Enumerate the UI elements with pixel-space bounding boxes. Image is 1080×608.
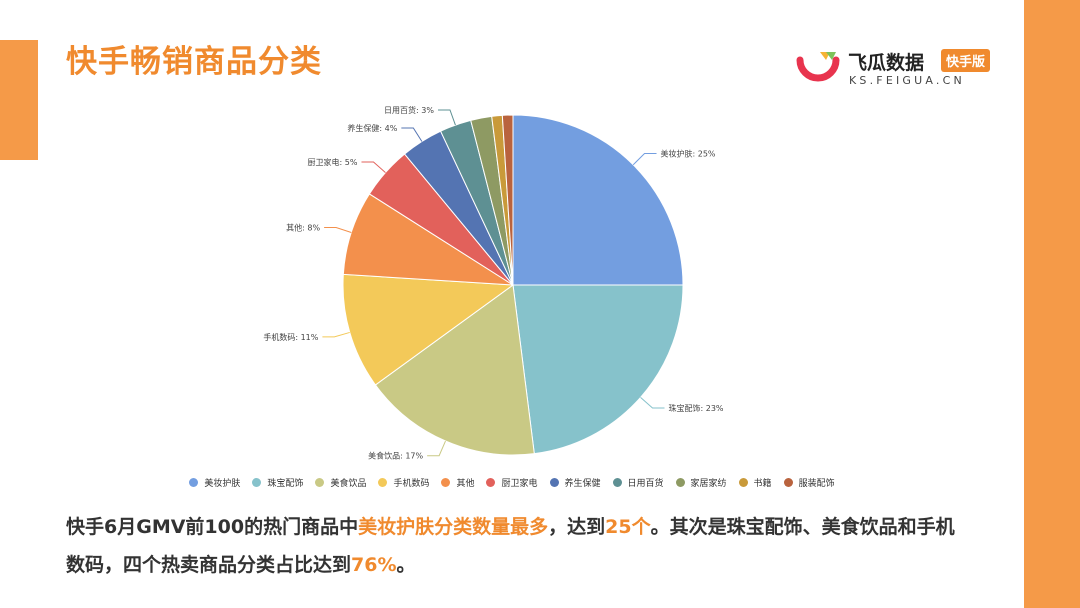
pie-slice-3	[342, 273, 515, 386]
summary-highlight-percent: 76%	[351, 554, 397, 576]
legend-label-4: 其他	[456, 479, 475, 489]
legend-label-10: 服装配饰	[798, 479, 835, 489]
left-accent-bar	[0, 40, 38, 160]
legend-label-5: 厨卫家电	[501, 479, 538, 489]
pie-slice-0	[512, 114, 684, 286]
brand-name: 飞瓜数据	[848, 52, 925, 74]
legend-item-1[interactable]: 珠宝配饰	[252, 476, 303, 489]
legend-item-9[interactable]: 书籍	[738, 476, 772, 489]
pie-chart: 美妆护肤: 25% 珠宝配饰: 23% 美食饮品: 17% 手机数码: 11% 其他: …	[263, 105, 724, 461]
summary-highlight-category: 美妆护肤分类数量最多	[358, 516, 549, 538]
legend-dot-7	[612, 478, 622, 487]
legend-dot-10	[783, 478, 793, 487]
pie-slice-2	[374, 284, 535, 456]
summary-part-7: 。	[396, 554, 416, 576]
legend-dot-6	[549, 478, 559, 487]
legend-dot-4	[441, 478, 451, 487]
data-label-3: 手机数码: 11%	[263, 332, 318, 342]
data-label-7: 日用百货: 3%	[384, 105, 434, 115]
legend-item-8[interactable]: 家居家纺	[675, 476, 727, 489]
legend-dot-8	[675, 478, 685, 487]
legend-item-6[interactable]: 养生保健	[549, 476, 601, 489]
legend-item-4[interactable]: 其他	[441, 476, 474, 489]
leader-line-2	[427, 440, 446, 457]
legend-label-8: 家居家纺	[690, 479, 727, 489]
leader-line-0	[632, 152, 657, 166]
data-label-1: 珠宝配饰: 23%	[669, 403, 724, 413]
legend-label-1: 珠宝配饰	[267, 479, 304, 489]
feigua-logo-icon	[796, 52, 840, 82]
brand-logo-block: 飞瓜数据 快手版 KS.FEIGUA.CN	[796, 46, 996, 90]
leader-line-5	[361, 161, 386, 173]
page-title: 快手畅销商品分类	[66, 44, 322, 80]
pie-slice-10	[501, 114, 514, 286]
right-accent-bar	[1024, 0, 1080, 608]
legend-label-6: 养生保健	[564, 479, 601, 489]
legend-dot-5	[486, 478, 496, 487]
legend-item-5[interactable]: 厨卫家电	[486, 476, 538, 489]
pie-slice-1	[512, 284, 684, 455]
brand-badge: 快手版	[941, 49, 991, 72]
data-label-4: 其他: 8%	[286, 223, 320, 233]
leader-line-3	[322, 331, 350, 338]
leader-line-1	[640, 397, 665, 409]
legend-dot-0	[189, 478, 199, 487]
legend-label-0: 美妆护肤	[204, 479, 241, 489]
data-label-2: 美食饮品: 17%	[368, 451, 423, 461]
legend-label-7: 日用百货	[627, 479, 664, 489]
summary-part-5: 。其次是珠宝配饰、美食饮品和手机数码，四个热卖商品分类占比达到	[66, 516, 955, 576]
legend-item-2[interactable]: 美食饮品	[315, 476, 366, 489]
leader-line-6	[401, 127, 423, 142]
legend-item-10[interactable]: 服装配饰	[783, 476, 835, 489]
data-label-5: 厨卫家电: 5%	[308, 157, 358, 167]
brand-domain: KS.FEIGUA.CN	[849, 74, 965, 87]
legend-label-9: 书籍	[753, 479, 772, 489]
summary-text: 快手6月GMV前100的热门商品中美妆护肤分类数量最多，达到25个。其次是珠宝配…	[66, 508, 966, 584]
legend-dot-2	[315, 478, 325, 487]
summary-highlight-count: 25个	[605, 516, 651, 538]
summary-part-1: 快手6月GMV前100的热门商品中	[66, 516, 359, 538]
legend-item-0[interactable]: 美妆护肤	[189, 476, 240, 489]
summary-part-3: ，达到	[548, 516, 606, 538]
leader-line-7	[437, 109, 456, 126]
leader-line-4	[324, 227, 352, 233]
legend-item-3[interactable]: 手机数码	[378, 476, 429, 489]
data-label-0: 美妆护肤: 25%	[661, 148, 716, 158]
legend-dot-3	[378, 478, 388, 487]
chart-legend: 美妆护肤 珠宝配饰 美食饮品 手机数码 其他 厨卫家电 养生保健 日用百货 家居家纺 书籍 服装配饰	[0, 476, 1024, 489]
legend-label-2: 美食饮品	[330, 479, 367, 489]
legend-dot-1	[252, 478, 262, 487]
legend-dot-9	[738, 478, 748, 487]
data-label-6: 养生保健: 4%	[347, 123, 397, 133]
legend-item-7[interactable]: 日用百货	[612, 476, 664, 489]
legend-label-3: 手机数码	[393, 479, 430, 489]
